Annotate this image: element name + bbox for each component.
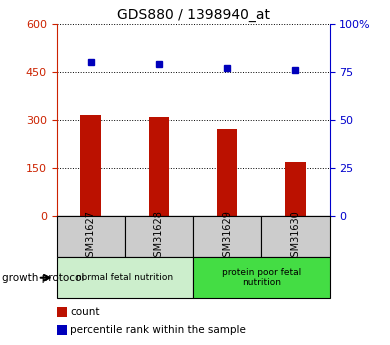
- Bar: [193, 257, 330, 298]
- Bar: [57, 216, 125, 257]
- Text: GSM31627: GSM31627: [86, 210, 96, 263]
- Bar: [193, 216, 261, 257]
- Text: normal fetal nutrition: normal fetal nutrition: [76, 273, 174, 282]
- Bar: [285, 162, 306, 216]
- Text: GSM31630: GSM31630: [291, 210, 300, 263]
- Title: GDS880 / 1398940_at: GDS880 / 1398940_at: [117, 8, 269, 22]
- Bar: [217, 129, 238, 216]
- Bar: [149, 117, 169, 216]
- Bar: [57, 257, 193, 298]
- Text: growth protocol: growth protocol: [2, 273, 84, 283]
- Text: count: count: [70, 307, 100, 317]
- Text: percentile rank within the sample: percentile rank within the sample: [70, 325, 246, 335]
- Bar: [125, 216, 193, 257]
- Text: GSM31628: GSM31628: [154, 210, 164, 263]
- Text: protein poor fetal
nutrition: protein poor fetal nutrition: [222, 268, 301, 287]
- Bar: [261, 216, 330, 257]
- Text: GSM31629: GSM31629: [222, 210, 232, 263]
- Bar: [80, 115, 101, 216]
